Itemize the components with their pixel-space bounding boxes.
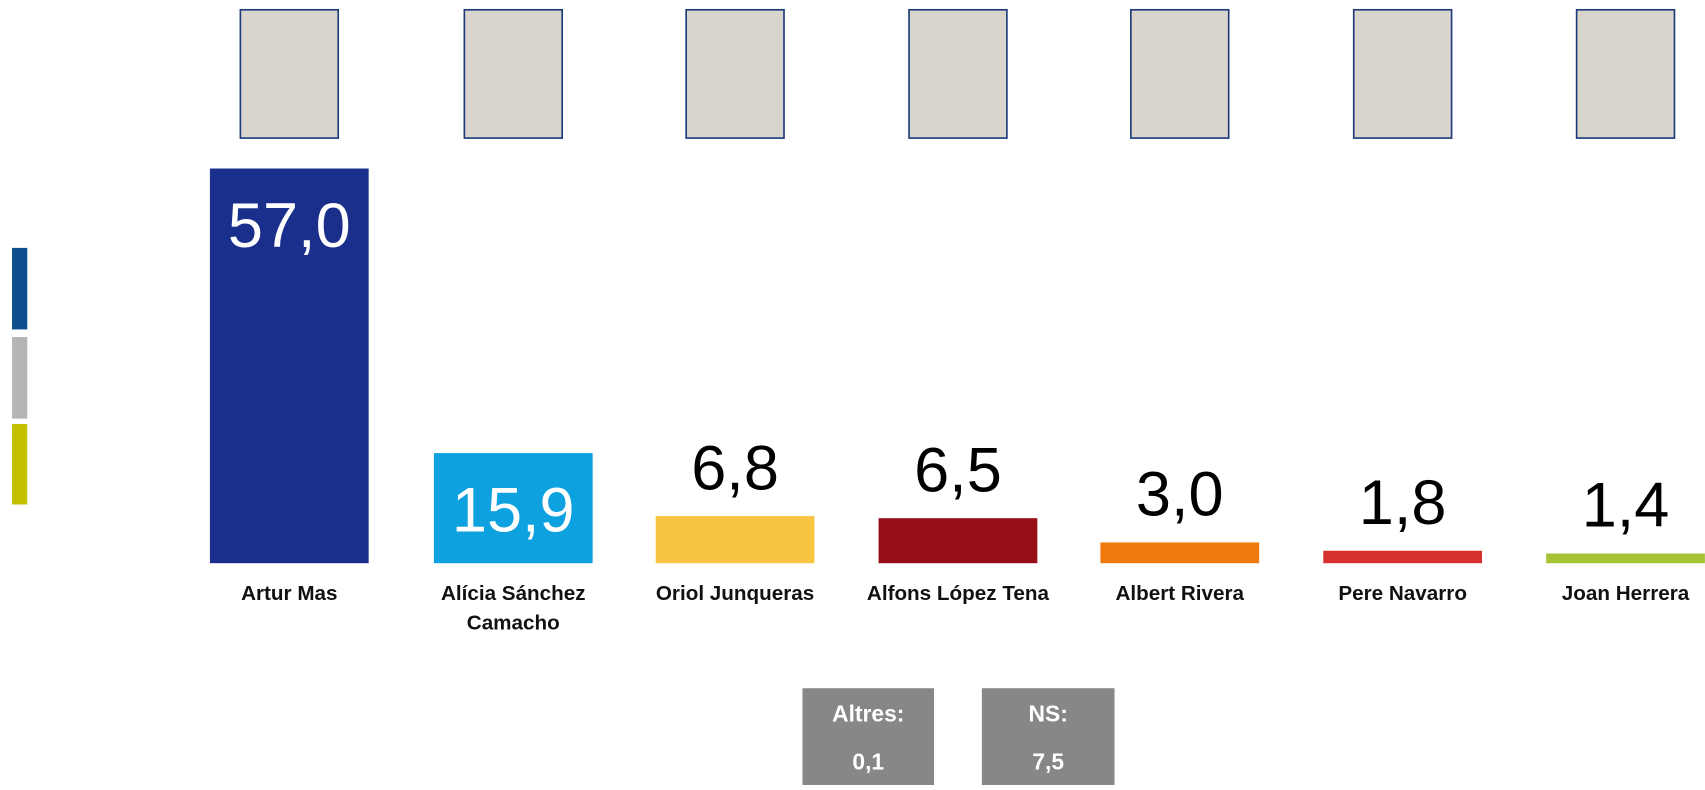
category-label: Oriol Junqueras	[655, 582, 815, 606]
category-label: Joan Herrera	[1561, 582, 1690, 606]
value-label: 15,9	[452, 476, 575, 546]
category-label-box: Artur Mas	[241, 582, 338, 606]
photo	[1575, 8, 1676, 139]
photo	[463, 8, 564, 139]
value-label: 57,0	[228, 191, 351, 261]
bar	[1546, 553, 1705, 564]
annotation-label: Altres:	[832, 700, 904, 726]
annotation-label: NS:	[1029, 700, 1068, 726]
value-label: 6,5	[914, 435, 1002, 505]
annotation-value: 7,5	[1032, 748, 1064, 774]
category-label-box: Joan Herrera	[1561, 582, 1690, 606]
category-label-box: Albert Rivera	[1115, 582, 1245, 606]
value-label: 1,4	[1582, 471, 1670, 541]
category-label: Artur Mas	[241, 582, 338, 606]
photo	[239, 8, 340, 139]
value-label: 3,0	[1136, 460, 1224, 530]
annotation-box	[802, 688, 935, 785]
category-label: Alícia Sánchez Camacho	[440, 582, 586, 635]
annotation-box	[981, 688, 1115, 785]
photo	[908, 8, 1008, 139]
decor-bar	[12, 247, 28, 330]
category-label: Pere Navarro	[1338, 582, 1467, 606]
annotation-value: 0,1	[852, 748, 884, 774]
category-label-box: Oriol Junqueras	[655, 582, 815, 606]
category-label: Alfons López Tena	[866, 582, 1050, 606]
category-label: Albert Rivera	[1115, 582, 1245, 606]
decor-bar	[12, 424, 28, 505]
value-label: 6,8	[691, 433, 779, 503]
decor-bar	[12, 337, 28, 419]
value-label: 1,8	[1359, 468, 1447, 538]
bar	[1100, 542, 1260, 564]
bar	[878, 518, 1038, 564]
bar	[433, 453, 593, 564]
category-label-box: Alfons López Tena	[866, 582, 1050, 606]
category-label-box: Pere Navarro	[1338, 582, 1467, 606]
category-label-box: Alícia Sánchez Camacho	[440, 582, 586, 635]
photo	[1130, 8, 1230, 139]
photo	[685, 8, 785, 139]
photo	[1352, 8, 1453, 139]
bar	[209, 168, 369, 564]
bar	[655, 516, 815, 564]
bar	[1323, 550, 1483, 564]
